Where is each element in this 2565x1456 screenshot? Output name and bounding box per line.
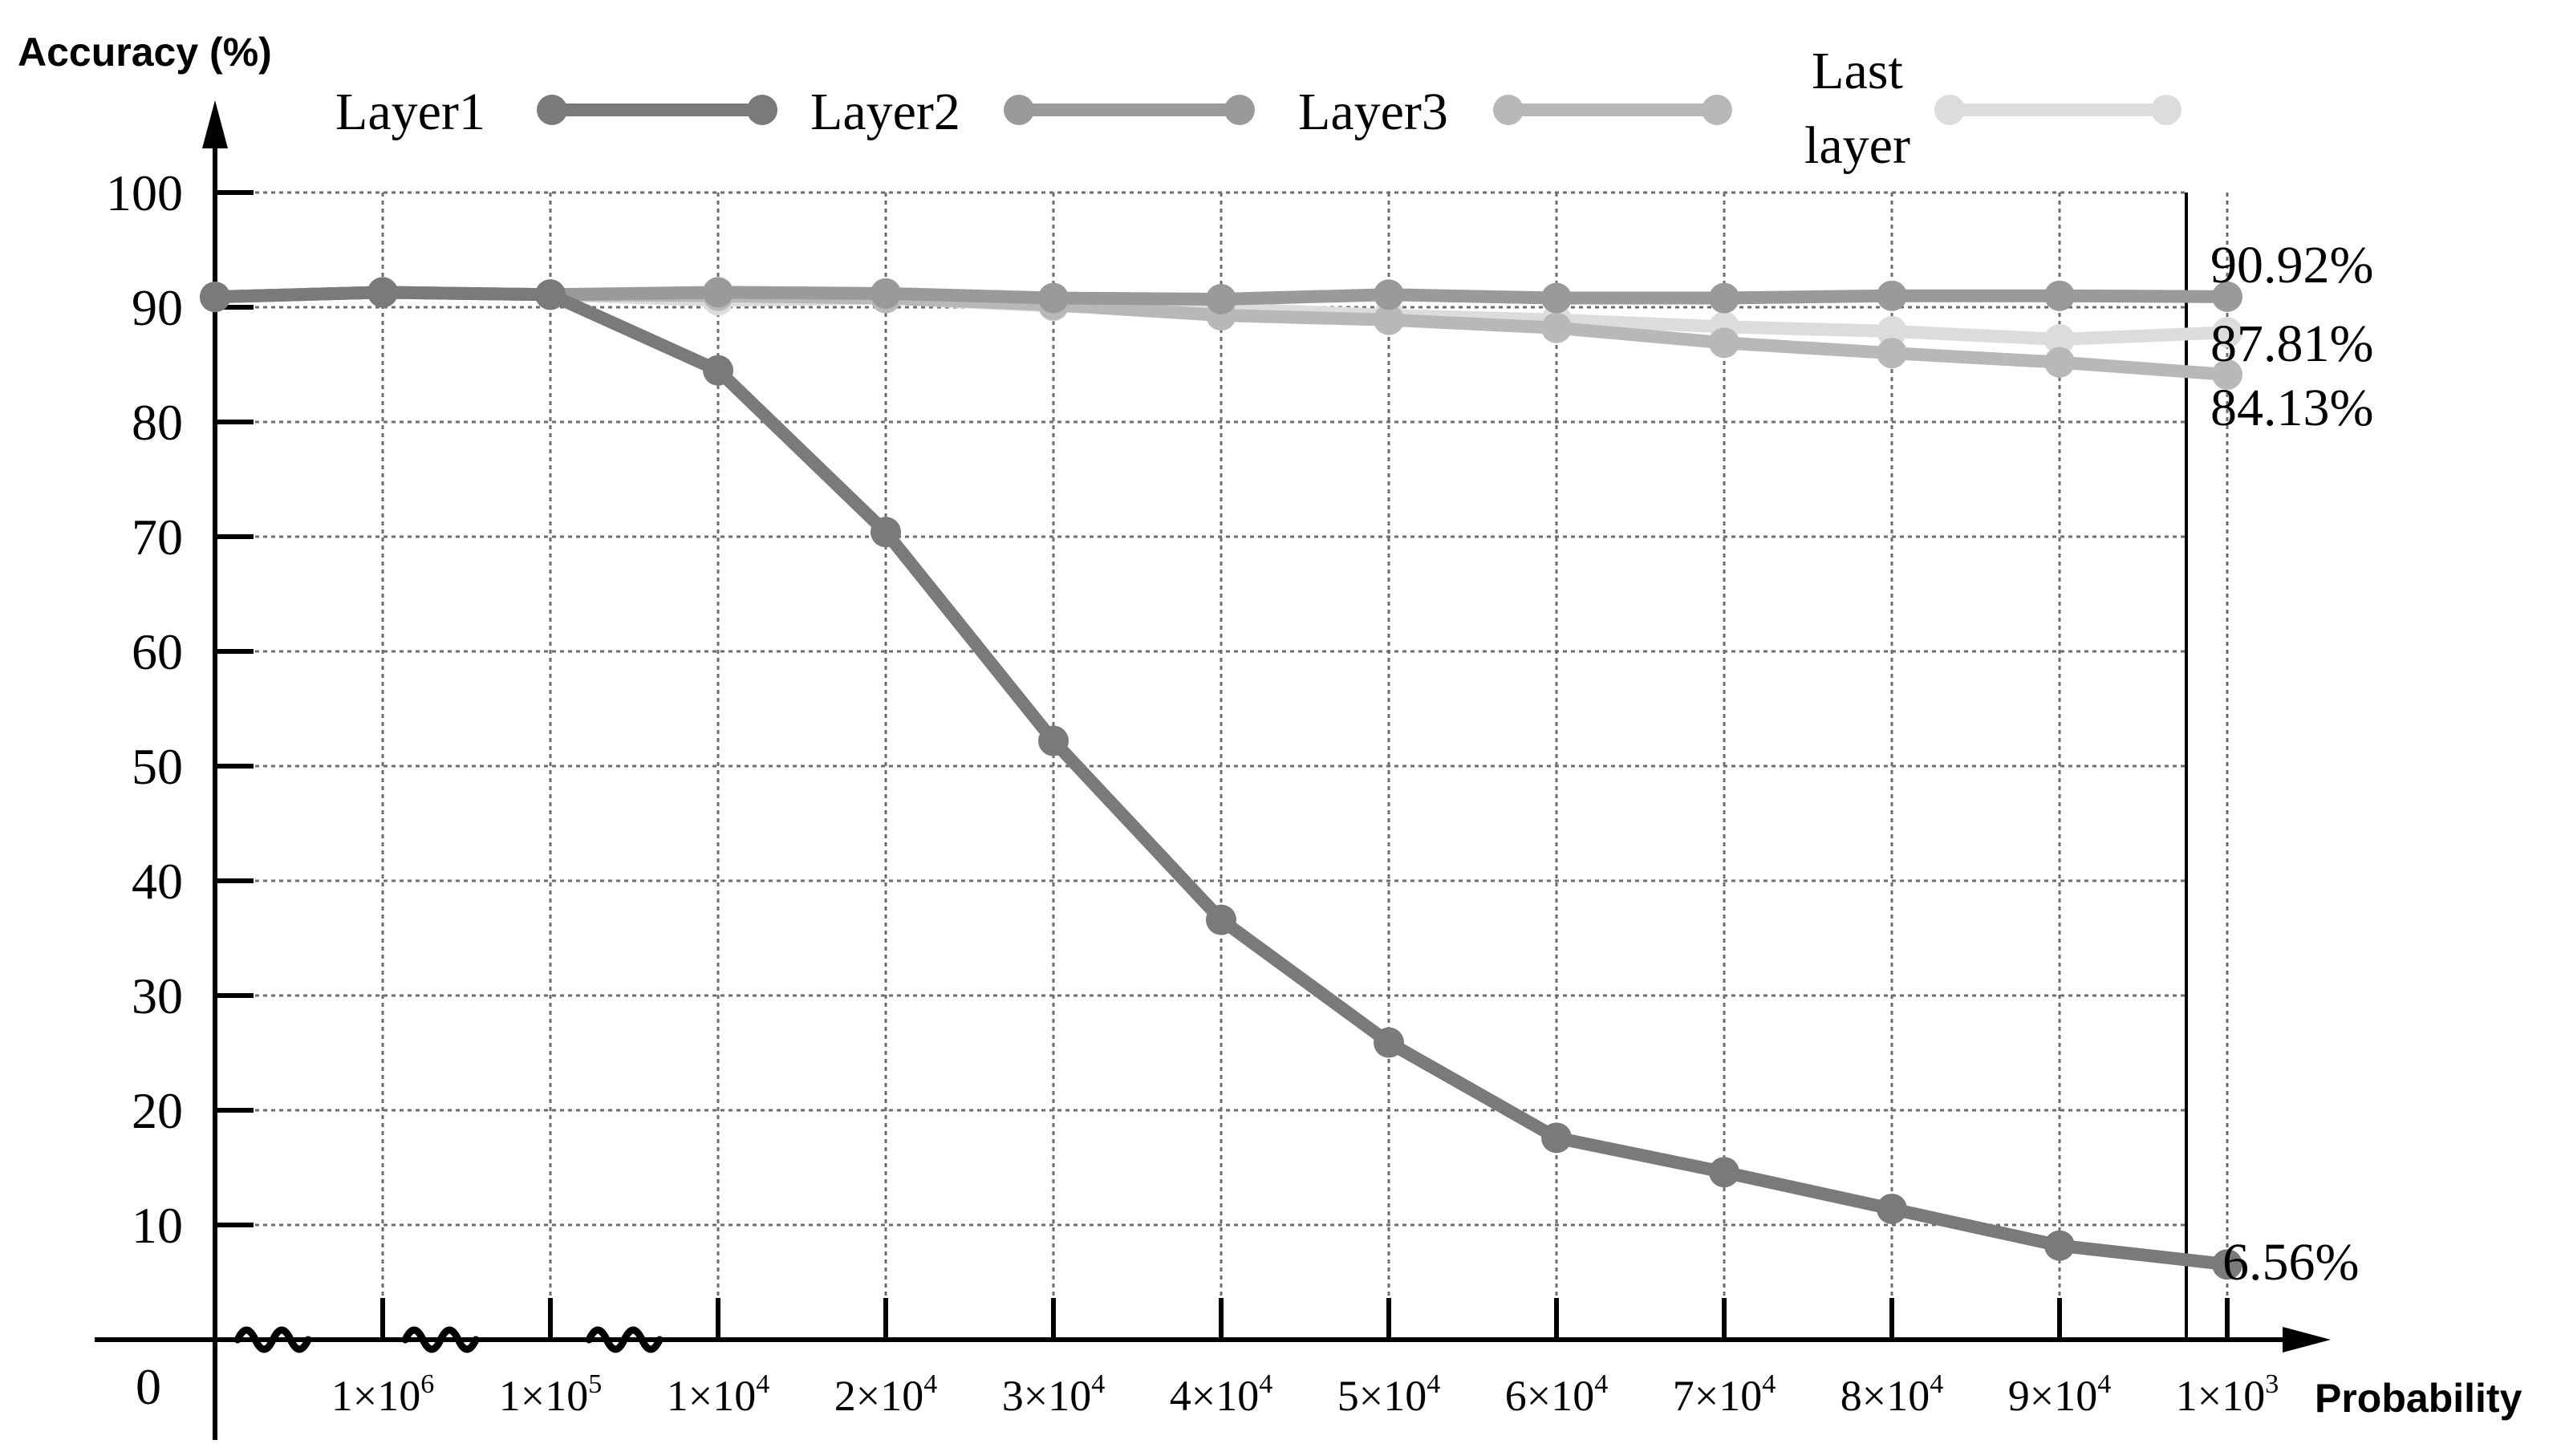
legend-swatch-marker [1224,95,1255,125]
end-value-label: 84.13% [2210,379,2373,437]
y-tick-label: 100 [106,164,183,221]
axes [95,100,2331,1440]
data-point [2044,280,2075,311]
data-point [1206,283,1236,314]
data-point [1709,327,1739,359]
axis-break-icon [585,1326,664,1353]
x-tick-label: 1×103 [2176,1369,2279,1420]
end-value-label: 87.81% [2210,314,2373,373]
data-point [703,355,733,386]
y-tick-label: 50 [132,738,183,795]
data-point [1877,338,1907,369]
data-point [1709,282,1739,314]
data-point [1541,312,1572,343]
y-tick-label: 10 [132,1197,183,1254]
x-tick-label: 4×104 [1170,1369,1272,1420]
data-point [1374,304,1404,335]
x-tick-label: 8×104 [1841,1369,1943,1420]
data-point [1541,1122,1572,1154]
legend-label: Last [1812,42,1903,100]
y-tick-label: 70 [132,509,183,566]
x-axis-label: Probability [2315,1376,2522,1421]
x-tick-label: 6×104 [1505,1369,1608,1420]
data-point [871,278,901,309]
x-axis-arrow [2283,1327,2331,1353]
y-zero-label: 0 [136,1358,161,1415]
legend: Layer1 Layer2 Layer3 Last layer [335,42,2181,175]
data-point [1877,1193,1907,1224]
legend-label: Layer3 [1298,83,1448,141]
legend-label: Layer1 [335,83,485,141]
data-point [1038,282,1069,314]
legend-label: Layer2 [810,83,960,141]
series-lines [200,277,2242,1280]
x-tick-label: 9×104 [2008,1369,2111,1420]
y-axis-label: Accuracy (%) [18,30,272,75]
data-point [535,279,566,310]
legend-swatch-marker [1004,95,1034,125]
legend-swatch-marker [1493,95,1524,125]
data-point [1877,316,1907,347]
y-tick-label: 90 [132,279,183,336]
data-point [367,277,398,308]
end-annotations: 90.92% 87.81% 84.13% 6.56% [2210,236,2373,1292]
data-point [1206,904,1236,935]
data-point [2044,1230,2075,1261]
data-point [2044,347,2075,378]
data-point [1709,1157,1739,1188]
axis-break-icon [401,1326,480,1353]
data-point [2212,281,2242,312]
data-point [703,277,733,308]
y-axis-arrow [202,100,228,148]
data-point [2212,317,2242,348]
x-tick-label: 1×104 [667,1369,769,1420]
data-point [2212,359,2242,390]
data-point [1038,725,1069,756]
y-tick-label: 80 [132,394,183,451]
x-tick-label: 3×104 [1002,1369,1105,1420]
x-tick-label: 2×104 [834,1369,937,1420]
data-point [1374,1027,1404,1058]
legend-swatch-marker [1934,95,1965,125]
end-value-label: 6.56% [2222,1233,2359,1292]
end-value-label: 90.92% [2210,236,2373,294]
y-tick-label: 60 [132,623,183,680]
data-point [1541,282,1572,314]
grid [215,191,2229,1340]
data-point [2212,1249,2242,1280]
y-tick-label: 30 [132,967,183,1024]
legend-swatch-marker [747,95,777,125]
axis-break-icon [233,1326,312,1353]
data-point [1374,279,1404,310]
x-tick-label: 5×104 [1337,1369,1440,1420]
y-tick-label: 40 [132,853,183,910]
x-tick-label: 7×104 [1673,1369,1776,1420]
x-tick-label: 1×105 [499,1369,602,1420]
legend-label: layer [1804,116,1910,175]
data-point [871,517,901,548]
x-tick-label: 1×106 [331,1369,434,1420]
data-point [200,282,230,313]
tick-labels: 10 20 30 40 50 60 70 80 90 100 1×106 1×105 1×104 2×10… [106,164,2279,1420]
y-tick-label: 20 [132,1082,183,1139]
legend-swatch-marker [2151,95,2181,125]
data-point [2044,324,2075,355]
data-point [1877,280,1907,311]
legend-swatch-marker [1702,95,1732,125]
legend-swatch-marker [537,95,567,125]
